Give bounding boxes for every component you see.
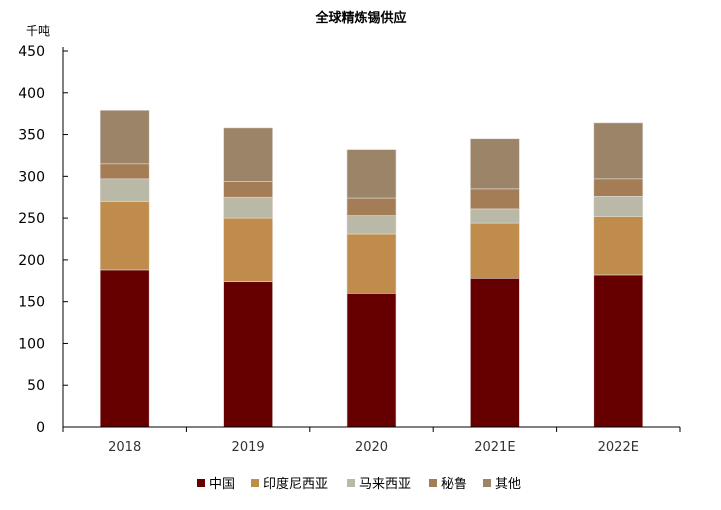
bar-segment-2019-1 [223, 217, 273, 282]
x-tick-label: 2020 [355, 440, 388, 455]
bar-segment-2018-2 [99, 178, 150, 202]
bar-segment-2021E-0 [470, 277, 520, 428]
bar-segment-2020-0 [346, 293, 397, 428]
y-tick-label: 250 [18, 211, 45, 227]
bar-segment-2021E-1 [470, 222, 520, 279]
bar-segment-2020-1 [346, 233, 397, 294]
bar-segment-2018-3 [99, 163, 150, 180]
legend-swatch [251, 479, 259, 487]
bar-segment-2021E-3 [470, 188, 520, 210]
bar-segment-2021E-2 [470, 208, 520, 224]
y-tick-label: 150 [18, 295, 45, 311]
y-tick-label: 0 [36, 420, 45, 436]
bar-segment-2018-4 [99, 110, 150, 165]
bar-segment-2022E-3 [593, 178, 644, 197]
y-tick-label: 100 [18, 336, 45, 352]
legend-swatch [197, 479, 205, 487]
y-tick-label: 300 [18, 169, 45, 185]
y-axis-unit-label: 千吨 [26, 24, 50, 38]
bar-segment-2019-3 [223, 181, 273, 198]
bar-segment-2020-2 [346, 215, 397, 235]
x-tick-label: 2018 [108, 440, 141, 455]
legend-label: 印度尼西亚 [263, 476, 328, 492]
y-tick-label: 450 [18, 44, 45, 60]
bar-segment-2019-0 [223, 281, 273, 428]
bar-segment-2022E-2 [593, 196, 644, 217]
legend-label: 秘鲁 [441, 477, 467, 492]
bar-segment-2018-1 [99, 201, 150, 271]
legend-label: 中国 [209, 477, 235, 492]
chart-title: 全球精炼锡供应 [314, 10, 406, 26]
bar-segment-2018-0 [99, 269, 150, 428]
y-tick-label: 350 [18, 128, 45, 144]
bar-segment-2019-2 [223, 196, 273, 219]
bar-segment-2019-4 [223, 127, 273, 182]
bar-segment-2020-3 [346, 197, 397, 216]
legend-swatch [429, 479, 437, 487]
legend-swatch [347, 479, 355, 487]
x-tick-label: 2022E [598, 440, 639, 455]
bar-segment-2022E-1 [593, 216, 644, 276]
legend-swatch [483, 479, 491, 487]
x-tick-label: 2021E [474, 440, 515, 455]
bar-segment-2020-4 [346, 149, 397, 199]
legend-label: 其他 [495, 477, 521, 492]
y-tick-label: 200 [18, 253, 45, 269]
y-tick-label: 400 [18, 86, 45, 102]
legend-label: 马来西亚 [359, 477, 411, 492]
bar-segment-2022E-4 [593, 122, 644, 180]
bar-segment-2021E-4 [470, 138, 520, 190]
bar-segment-2022E-0 [593, 274, 644, 428]
x-tick-label: 2019 [232, 440, 265, 455]
y-tick-label: 50 [27, 378, 45, 394]
